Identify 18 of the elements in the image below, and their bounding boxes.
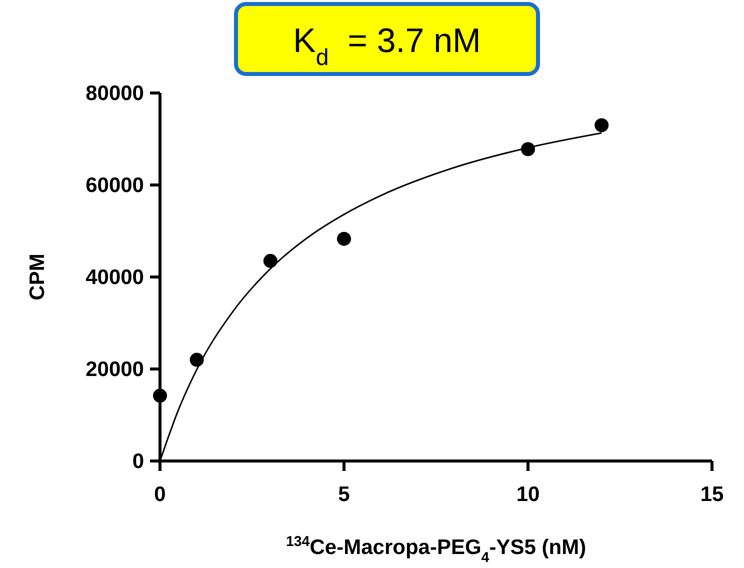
x-tick-label: 5 [338, 483, 350, 506]
point [337, 232, 351, 246]
y-tick-label: 20000 [86, 358, 144, 381]
point [190, 352, 204, 367]
point [263, 254, 278, 268]
chart-title: K$_{d}$ = 3.7 nM [293, 22, 481, 70]
x-tick-label: 0 [154, 483, 166, 506]
x-tick-label: 10 [516, 483, 540, 506]
y-tick-label: 40000 [86, 266, 144, 289]
point [594, 118, 609, 132]
point [521, 142, 535, 156]
y-tick-label: 60000 [86, 174, 144, 197]
y-tick-label: 0 [132, 450, 144, 473]
x-axis-title: $^{134}$Ce-Macropa-PEG$_{4}$-YS5 (nM) [286, 534, 586, 566]
point [153, 388, 167, 403]
y-axis-title: CPM [26, 254, 49, 300]
y-tick-label: 80000 [86, 82, 144, 105]
x-tick-label: 15 [700, 483, 724, 506]
